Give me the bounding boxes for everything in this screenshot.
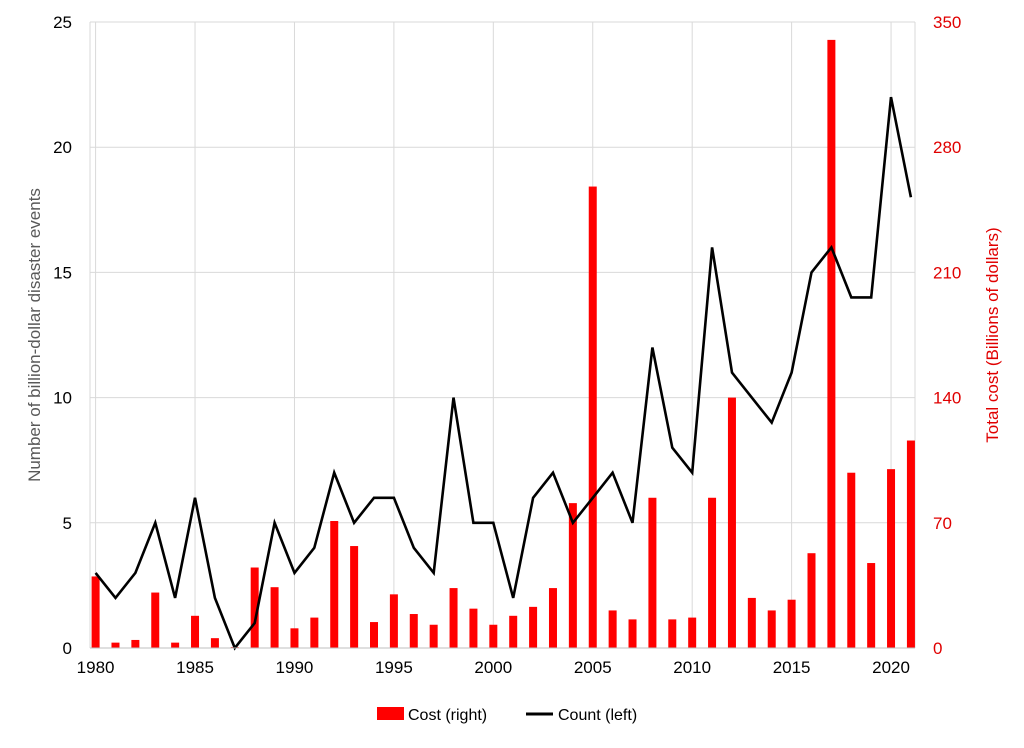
- y-left-tick-label: 20: [53, 138, 72, 157]
- x-tick-label: 2020: [872, 658, 910, 677]
- cost-bar: [887, 469, 895, 648]
- count-line: [96, 97, 911, 648]
- x-tick-label: 1990: [276, 658, 314, 677]
- cost-bar: [708, 498, 716, 648]
- legend: Cost (right) Count (left): [377, 707, 637, 724]
- y-right-tick-label: 350: [933, 13, 961, 32]
- y-left-tick-label: 5: [63, 514, 72, 533]
- cost-bar: [589, 187, 597, 648]
- cost-bar: [549, 588, 557, 648]
- cost-bar: [171, 643, 179, 648]
- y-left-tick-label: 15: [53, 263, 72, 282]
- cost-bar: [469, 609, 477, 648]
- cost-bar: [290, 628, 298, 648]
- y-right-tick-label: 0: [933, 639, 942, 658]
- cost-bar: [609, 610, 617, 648]
- cost-bar: [509, 616, 517, 648]
- x-tick-label: 2015: [773, 658, 811, 677]
- x-tick-label: 2005: [574, 658, 612, 677]
- cost-bar: [847, 473, 855, 648]
- y-left-tick-label: 25: [53, 13, 72, 32]
- cost-bar: [728, 398, 736, 648]
- y-left-tick-label: 0: [63, 639, 72, 658]
- cost-bar: [788, 600, 796, 648]
- cost-bar: [370, 622, 378, 648]
- cost-bar: [529, 607, 537, 648]
- y-axis-right-label: Total cost (Billions of dollars): [983, 227, 1002, 442]
- y-axis-left-label: Number of billion-dollar disaster events: [25, 188, 44, 482]
- y-right-tick-label: 140: [933, 389, 961, 408]
- cost-bar: [907, 441, 915, 648]
- x-tick-label: 2000: [474, 658, 512, 677]
- x-tick-label: 1995: [375, 658, 413, 677]
- y-left-tick-label: 10: [53, 389, 72, 408]
- cost-bar: [827, 40, 835, 648]
- cost-bar: [330, 521, 338, 648]
- cost-bar: [410, 614, 418, 648]
- cost-bar: [648, 498, 656, 648]
- cost-bar: [430, 625, 438, 648]
- legend-cost-swatch: [377, 707, 404, 720]
- count-line-group: [96, 97, 912, 648]
- y-right-tick-label: 70: [933, 514, 952, 533]
- cost-bar: [271, 587, 279, 648]
- cost-bar: [111, 643, 119, 648]
- cost-bar: [807, 553, 815, 648]
- x-tick-label: 2010: [673, 658, 711, 677]
- cost-bar: [151, 593, 159, 648]
- cost-bar: [92, 576, 100, 648]
- cost-bar: [668, 619, 676, 648]
- y-right-tick-label: 210: [933, 263, 961, 282]
- legend-count-label: Count (left): [558, 707, 637, 724]
- cost-bar: [629, 619, 637, 648]
- cost-bar: [350, 546, 358, 648]
- cost-bar: [768, 610, 776, 648]
- cost-bar: [450, 588, 458, 648]
- cost-bar: [211, 638, 219, 648]
- cost-bar: [191, 616, 199, 648]
- y-right-tick-label: 280: [933, 138, 961, 157]
- cost-bar: [390, 594, 398, 648]
- x-tick-label: 1980: [77, 658, 115, 677]
- cost-bar: [131, 640, 139, 648]
- x-tick-label: 1985: [176, 658, 214, 677]
- cost-bar: [688, 618, 696, 648]
- cost-bar: [867, 563, 875, 648]
- cost-bar: [489, 625, 497, 648]
- cost-bar: [748, 598, 756, 648]
- cost-bar: [310, 618, 318, 648]
- legend-cost-label: Cost (right): [408, 707, 487, 724]
